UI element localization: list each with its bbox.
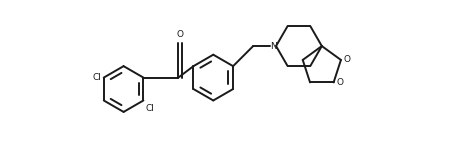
- Text: O: O: [335, 78, 342, 87]
- Text: Cl: Cl: [145, 104, 154, 114]
- Text: Cl: Cl: [93, 73, 101, 82]
- Text: N: N: [269, 42, 276, 51]
- Text: O: O: [176, 30, 183, 39]
- Text: O: O: [343, 55, 350, 64]
